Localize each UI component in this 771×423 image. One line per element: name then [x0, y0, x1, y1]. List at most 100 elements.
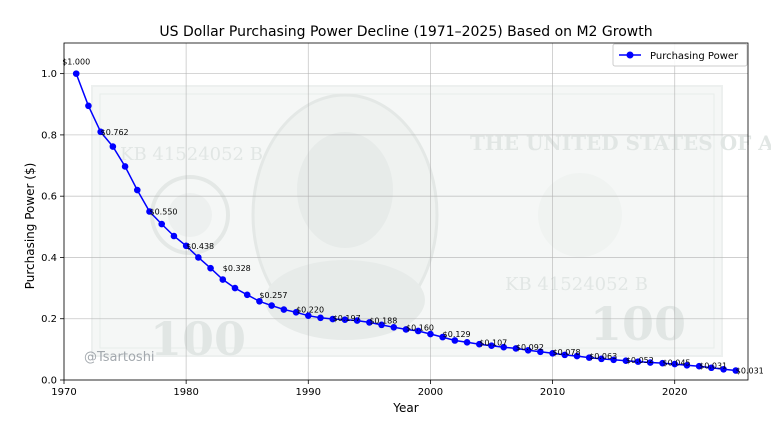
plot-frame [63, 42, 749, 381]
data-point [133, 186, 141, 194]
data-point [195, 254, 202, 261]
axes: 1970 1980 1990 2000 2010 2020 0.0 0.2 0.4 0.6 0.8 1… [41, 42, 749, 398]
data-point [280, 306, 288, 313]
data-point [598, 355, 605, 363]
data-point [512, 345, 520, 352]
data-label: $0.328 [223, 264, 251, 273]
data-point [170, 232, 178, 240]
legend: Purchasing Power [612, 43, 748, 67]
y-tick-label: 0.4 [41, 253, 57, 264]
data-point [683, 361, 691, 369]
bill-denomination-right: 100 [590, 297, 686, 351]
data-point [549, 350, 556, 357]
data-point [121, 163, 129, 170]
data-point [659, 359, 666, 367]
data-point [390, 324, 398, 331]
data-point [414, 327, 422, 335]
grid [63, 43, 748, 381]
data-label: $0.052 [626, 356, 654, 365]
x-tick-label: 2000 [418, 387, 443, 398]
data-label: $0.092 [516, 343, 544, 352]
data-point [268, 302, 275, 309]
chart-title: US Dollar Purchasing Power Decline (1971… [159, 24, 652, 40]
data-point [463, 339, 471, 346]
data-label: $0.220 [296, 306, 324, 315]
data-point [72, 70, 80, 77]
data-point [158, 220, 166, 228]
data-point [146, 208, 153, 215]
y-axis-label: Purchasing Power ($) [23, 163, 37, 290]
data-label: $0.045 [663, 359, 691, 368]
data-point [207, 264, 214, 272]
data-point [622, 357, 630, 364]
bill-serial-right: KB 41524052 B [505, 274, 648, 295]
data-point [182, 242, 190, 250]
data-point [231, 284, 239, 292]
y-tick-label: 0.2 [41, 314, 57, 325]
x-tick-label: 2020 [662, 387, 687, 398]
data-label: $0.762 [101, 128, 129, 137]
data-point [85, 102, 92, 110]
data-label: $0.188 [369, 317, 397, 326]
data-label: $0.550 [150, 208, 178, 217]
data-labels: $1.000 $0.762 $0.550 $0.438 $0.328 $0.257 $0.2… [62, 58, 764, 376]
x-tick-label: 1970 [51, 387, 76, 398]
data-point [634, 358, 642, 365]
data-point [671, 360, 679, 368]
data-point [243, 291, 251, 299]
bill-denomination-left: 100 [150, 312, 246, 366]
data-point [341, 316, 349, 323]
legend-marker [626, 51, 634, 59]
data-point [720, 365, 727, 373]
bill-serial-left: KB 41524052 B [120, 144, 263, 165]
x-tick-label: 2010 [540, 387, 565, 398]
y-tick-label: 0.0 [41, 376, 57, 387]
data-point [317, 314, 324, 322]
data-point [732, 367, 740, 374]
data-point [451, 337, 459, 344]
data-point [646, 359, 654, 366]
data-point [256, 297, 263, 305]
data-point [708, 364, 715, 372]
watermark: @Tsartoshi [84, 350, 155, 365]
y-tick-label: 1.0 [41, 69, 57, 80]
x-tick-label: 1990 [296, 387, 321, 398]
data-point [219, 276, 227, 283]
data-point [292, 308, 300, 316]
data-label: $0.438 [186, 242, 214, 251]
y-tick-label: 0.6 [41, 192, 57, 203]
data-point [585, 354, 593, 361]
data-point [439, 333, 446, 341]
data-point [329, 315, 337, 323]
data-point [695, 362, 703, 370]
x-axis-label: Year [392, 401, 418, 415]
data-point [304, 312, 312, 319]
data-point [610, 356, 617, 364]
data-label: $0.078 [553, 348, 581, 357]
data-label: $0.129 [443, 330, 471, 339]
data-point [475, 340, 483, 348]
data-point [402, 326, 410, 333]
x-tick-label: 1980 [173, 387, 198, 398]
data-point [537, 348, 544, 356]
series-purchasing-power [72, 70, 740, 374]
data-point [488, 342, 495, 349]
data-label: $0.107 [479, 338, 507, 347]
legend-box [612, 43, 748, 67]
data-point [573, 352, 581, 360]
legend-label: Purchasing Power [650, 51, 739, 62]
background-banknote: THE UNITED STATES OF AMERICA KB 41524052… [91, 85, 771, 366]
data-point [353, 317, 361, 324]
data-point [378, 321, 385, 329]
data-point [109, 143, 117, 150]
data-point [97, 128, 104, 136]
data-point [366, 319, 373, 326]
data-label: $1.000 [62, 58, 90, 67]
data-label: $0.197 [333, 314, 361, 323]
data-label: $0.160 [406, 323, 434, 332]
y-tick-label: 0.8 [41, 130, 57, 141]
data-label: $0.257 [259, 291, 287, 300]
data-label: $0.063 [589, 352, 617, 361]
data-point [500, 343, 508, 351]
